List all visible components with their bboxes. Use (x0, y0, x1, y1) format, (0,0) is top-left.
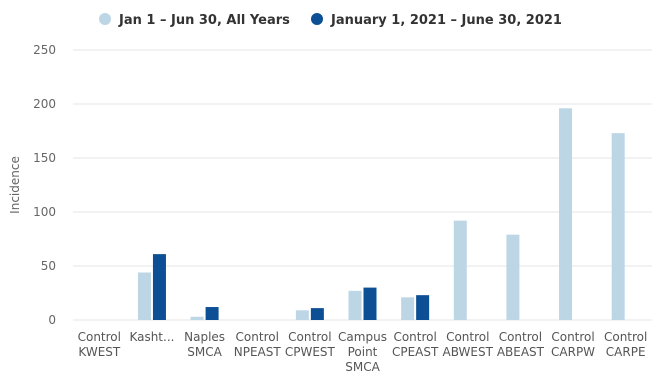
legend-item-label[interactable]: January 1, 2021 – June 30, 2021 (330, 13, 562, 28)
bar-series-1[interactable] (559, 108, 573, 320)
gridlines (73, 49, 652, 321)
x-category-label: Campus Point SMCA (338, 330, 387, 374)
bar-series-1[interactable] (137, 272, 151, 320)
bar-series-1[interactable] (453, 220, 467, 320)
bar-series-1[interactable] (401, 297, 415, 320)
legend-marker[interactable] (99, 13, 111, 25)
x-category-label: Control KWEST (78, 330, 121, 359)
y-axis-title: Incidence (8, 156, 22, 214)
x-category-label: Control CARPW (551, 330, 595, 359)
bars (137, 108, 625, 320)
bar-series-1[interactable] (506, 234, 520, 320)
bar-series-2[interactable] (152, 254, 166, 320)
bar-series-2[interactable] (363, 287, 377, 320)
x-axis-labels: Control KWEST Kasht... Naples SMCA Control NPE… (78, 330, 648, 374)
bar-series-2[interactable] (205, 307, 219, 320)
y-tick-label: 150 (33, 151, 56, 165)
bar-series-1[interactable] (611, 133, 625, 320)
x-category-label: Control ABWEST (443, 330, 494, 359)
x-category-label: Control NPEAST (234, 330, 282, 359)
y-tick-label: 200 (33, 97, 56, 111)
x-category-label: Naples SMCA (184, 330, 225, 359)
bar-series-2[interactable] (416, 295, 430, 320)
x-category-label: Control CARPE (604, 330, 647, 359)
bar-series-2[interactable] (310, 308, 324, 320)
x-category-label: Control CPEAST (392, 330, 439, 359)
y-axis-ticks: 0 50 100 150 200 250 (33, 43, 56, 327)
legend-marker[interactable] (311, 13, 323, 25)
y-tick-label: 100 (33, 205, 56, 219)
y-tick-label: 50 (41, 259, 56, 273)
bar-series-1[interactable] (348, 290, 362, 320)
bar-series-1[interactable] (190, 316, 204, 320)
y-tick-label: 250 (33, 43, 56, 57)
x-category-label: Control CPWEST (285, 330, 336, 359)
legend-item-label[interactable]: Jan 1 – Jun 30, All Years (118, 13, 290, 28)
y-tick-label: 0 (48, 313, 56, 327)
x-category-label: Control ABEAST (497, 330, 545, 359)
legend: Jan 1 – Jun 30, All Years January 1, 2021… (99, 13, 562, 28)
x-category-label: Kasht... (129, 330, 174, 344)
bar-series-1[interactable] (295, 310, 309, 320)
